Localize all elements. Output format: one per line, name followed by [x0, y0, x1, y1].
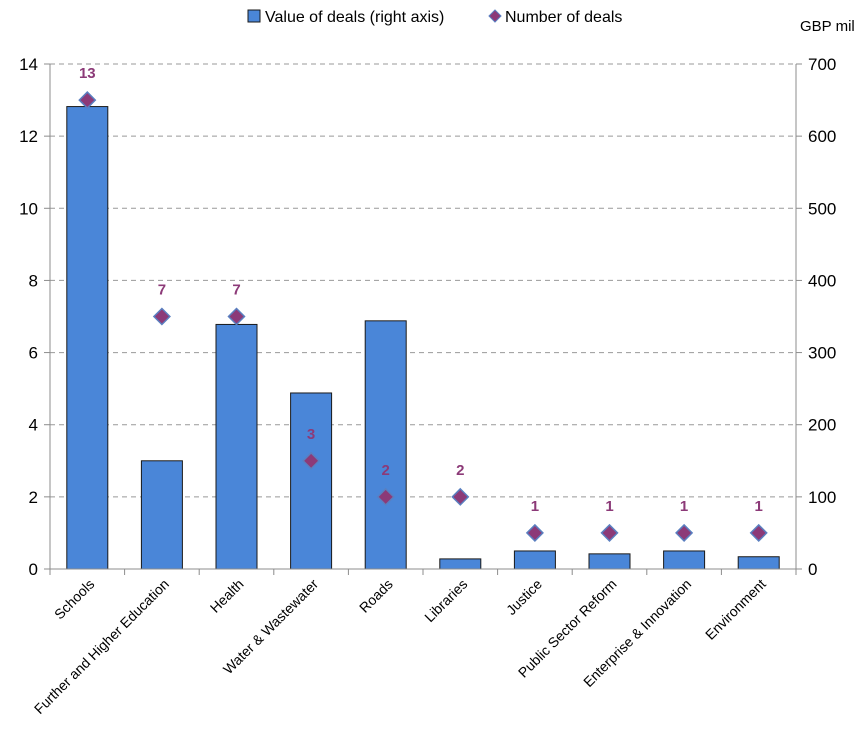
left-axis-ticks: 0 2 4 6 8 10 12 14: [19, 55, 50, 579]
left-tick-label: 12: [19, 127, 38, 146]
bar: [513, 550, 556, 570]
left-tick-label: 4: [29, 416, 38, 435]
category-label: Health: [207, 576, 247, 616]
bar-series: [66, 106, 780, 570]
diamond-marker: [749, 523, 768, 542]
legend-diamond-swatch: [488, 9, 502, 23]
data-label: 1: [755, 498, 763, 515]
data-label: 2: [456, 462, 464, 479]
gridlines: [50, 63, 796, 498]
category-label: Further and Higher Education: [31, 576, 172, 717]
data-label: 2: [382, 462, 390, 479]
category-label: Environment: [702, 576, 769, 643]
left-tick-label: 0: [29, 560, 38, 579]
right-tick-label: 100: [808, 488, 836, 507]
legend: Value of deals (right axis) Number of dea…: [247, 9, 622, 26]
diamond-marker: [152, 307, 171, 326]
right-axis-ticks: 0 100 200 300 400 500 600 700: [796, 55, 836, 579]
right-tick-label: 200: [808, 416, 836, 435]
data-label: 1: [605, 498, 613, 515]
right-tick-label: 500: [808, 199, 836, 218]
bar: [737, 556, 780, 570]
left-tick-label: 14: [19, 55, 38, 74]
right-tick-label: 300: [808, 344, 836, 363]
bar: [588, 553, 631, 570]
category-label: Schools: [51, 576, 98, 623]
diamond-marker: [675, 523, 694, 542]
diamond-marker: [227, 307, 246, 326]
bar: [439, 558, 482, 570]
marker-series: [78, 91, 768, 542]
left-tick-label: 2: [29, 488, 38, 507]
right-tick-label: 400: [808, 271, 836, 290]
data-label: 7: [232, 282, 240, 299]
legend-label-bars: Value of deals (right axis): [265, 9, 444, 26]
legend-bar-swatch: [247, 9, 261, 23]
diamond-marker: [78, 91, 97, 110]
diamond-marker: [525, 523, 544, 542]
right-tick-label: 0: [808, 560, 817, 579]
right-tick-label: 700: [808, 55, 836, 74]
data-label: 7: [158, 282, 166, 299]
legend-label-markers: Number of deals: [505, 9, 622, 26]
right-axis-unit-label: GBP million: [800, 18, 854, 35]
data-label: 3: [307, 426, 315, 443]
data-label: 13: [79, 65, 96, 82]
diamond-marker: [451, 487, 470, 506]
diamond-marker: [376, 487, 395, 506]
category-label: Roads: [356, 576, 396, 616]
right-tick-label: 600: [808, 127, 836, 146]
category-label: Libraries: [421, 576, 470, 625]
bar: [215, 323, 258, 570]
data-label: 1: [680, 498, 688, 515]
data-label: 1: [531, 498, 539, 515]
bar: [66, 106, 109, 570]
left-tick-label: 8: [29, 271, 38, 290]
category-label: Justice: [503, 576, 545, 618]
bar: [140, 460, 183, 570]
left-tick-label: 6: [29, 344, 38, 363]
left-tick-label: 10: [19, 199, 38, 218]
axes: [49, 64, 797, 575]
diamond-marker: [600, 523, 619, 542]
data-labels: 13 7 7 3 2 2 1 1 1 1: [79, 65, 763, 515]
diamond-marker: [302, 451, 321, 470]
bar: [290, 392, 333, 570]
bar: [364, 320, 407, 570]
bar: [663, 550, 706, 570]
